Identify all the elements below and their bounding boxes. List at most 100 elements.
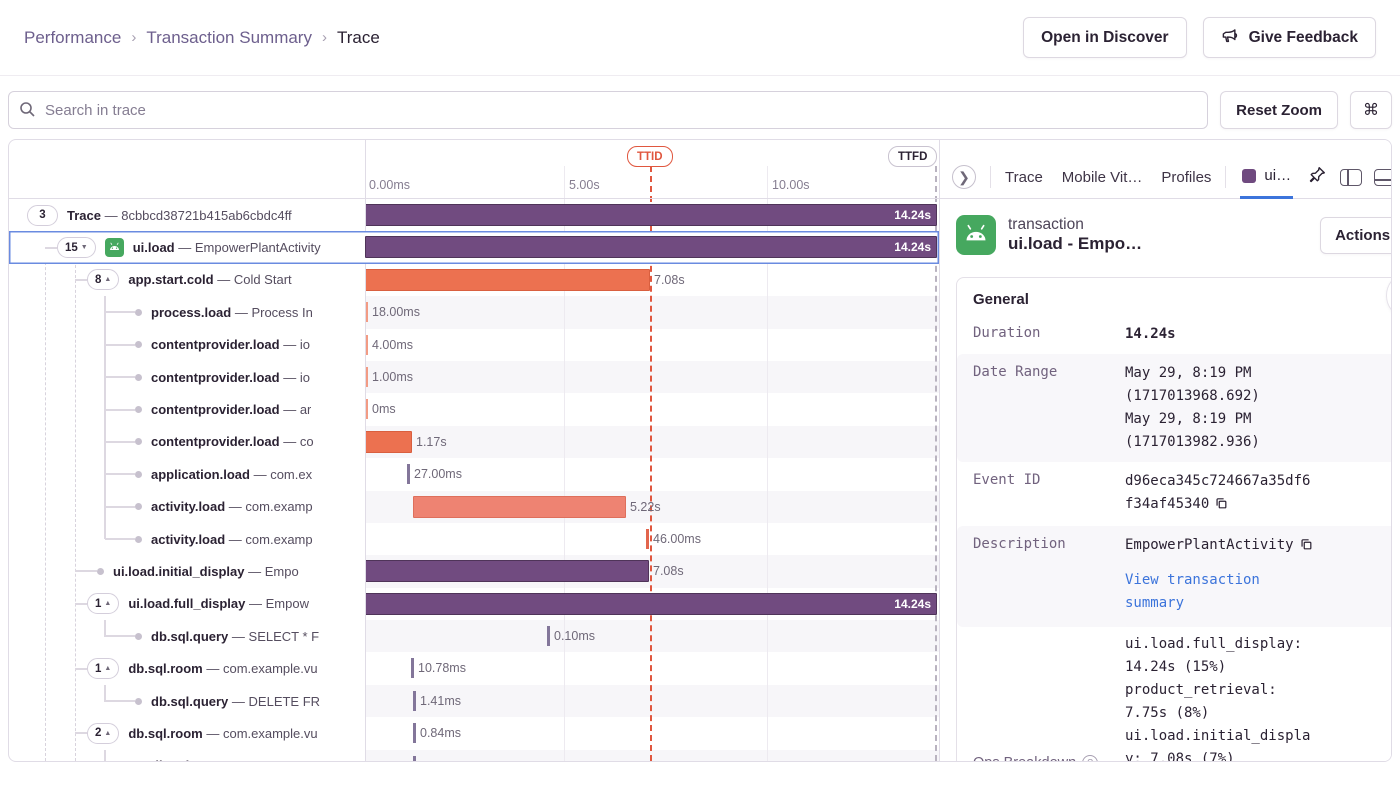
megaphone-icon bbox=[1221, 26, 1240, 50]
actions-button[interactable]: Actions bbox=[1320, 216, 1391, 254]
span-description: io bbox=[299, 337, 310, 353]
layout-left-icon[interactable] bbox=[1340, 168, 1363, 186]
span-tree-cell: contentprovider.load — io bbox=[9, 329, 365, 361]
span-bar[interactable] bbox=[365, 268, 650, 291]
tab-mobilevit[interactable]: Mobile Vit… bbox=[1061, 168, 1143, 186]
span-row[interactable]: 1 ▲ db.sql.room — com.example.vu 10.78ms bbox=[9, 652, 939, 684]
span-description: com.example.vu bbox=[222, 661, 318, 677]
span-bar[interactable] bbox=[365, 592, 937, 615]
span-row[interactable]: ui.load.initial_display — Empo 7.08s bbox=[9, 555, 939, 588]
span-separator: — bbox=[279, 402, 300, 418]
span-row[interactable]: 1 ▲ ui.load.full_display — Empow 14.24s bbox=[9, 588, 939, 620]
span-bar[interactable] bbox=[365, 560, 649, 583]
span-op: app.start.cold bbox=[128, 272, 214, 288]
search-input[interactable] bbox=[8, 91, 1209, 129]
span-bar[interactable] bbox=[365, 430, 412, 453]
span-separator: — bbox=[279, 337, 300, 353]
span-separator: — bbox=[225, 531, 246, 547]
span-label: application.load — com.ex bbox=[151, 467, 312, 482]
span-tick[interactable] bbox=[413, 723, 416, 744]
span-tick[interactable] bbox=[407, 464, 410, 485]
span-duration-label: 1.41ms bbox=[420, 693, 461, 708]
span-row[interactable]: activity.load — com.examp 5.22s bbox=[9, 490, 939, 523]
span-tick[interactable] bbox=[365, 334, 368, 355]
span-tick[interactable] bbox=[411, 658, 414, 679]
ttfd-marker-line bbox=[935, 166, 937, 761]
span-bar[interactable] bbox=[365, 204, 937, 226]
give-feedback-button[interactable]: Give Feedback bbox=[1202, 17, 1376, 58]
span-label: contentprovider.load — io bbox=[151, 370, 310, 385]
span-row[interactable]: 15 ▼ ui.load — EmpowerPlantActivity 14.24s bbox=[9, 231, 939, 264]
tab-profiles[interactable]: Profiles bbox=[1161, 168, 1212, 186]
field-value-line: 14.24s bbox=[1125, 326, 1176, 342]
span-separator: — bbox=[228, 693, 249, 709]
shortcuts-button[interactable]: ⌘ bbox=[1350, 91, 1392, 129]
span-count-pill[interactable]: 1 ▲ bbox=[87, 658, 120, 680]
tree-connector bbox=[45, 246, 57, 249]
span-tick[interactable] bbox=[413, 755, 416, 761]
span-row[interactable]: db.sql.query — DELETE FR 1.41ms bbox=[9, 684, 939, 718]
field-value-line: EmpowerPlantActivity bbox=[1125, 534, 1391, 559]
axis-tick-label: 10.00s bbox=[772, 178, 810, 192]
ttid-marker-line bbox=[650, 166, 652, 761]
span-tree-cell: ui.load.initial_display — Empo bbox=[9, 555, 365, 587]
reset-zoom-button[interactable]: Reset Zoom bbox=[1220, 91, 1338, 129]
search-box bbox=[8, 91, 1209, 129]
span-row[interactable]: 2 ▲ db.sql.room — com.example.vu 0.84ms bbox=[9, 717, 939, 749]
span-duration-label: 1.17s bbox=[416, 434, 447, 449]
tree-node-dot bbox=[135, 438, 142, 446]
span-tick[interactable] bbox=[646, 528, 649, 549]
span-row[interactable]: 8 ▲ app.start.cold — Cold Start 7.08s bbox=[9, 264, 939, 296]
android-icon bbox=[956, 215, 996, 255]
span-count-pill[interactable]: 15 ▼ bbox=[57, 237, 96, 259]
span-row[interactable]: 3 Trace — 8cbbcd38721b415ab6cbdc4ff 14.24s bbox=[9, 199, 939, 231]
span-row[interactable]: db.sql.query — INSERT OR 0.70 bbox=[9, 749, 939, 761]
trace-drawer: ❯ Trace Mobile Vit… Profiles ui… tran bbox=[939, 140, 1391, 761]
span-count-pill[interactable]: 2 ▲ bbox=[87, 722, 120, 744]
span-tick[interactable] bbox=[413, 690, 416, 711]
span-duration-label: 14.24s bbox=[894, 596, 931, 611]
span-bar[interactable] bbox=[413, 495, 626, 518]
span-op: ui.load.initial_display bbox=[113, 563, 245, 579]
span-row[interactable]: contentprovider.load — io 1.00ms bbox=[9, 360, 939, 394]
breadcrumb-item-performance[interactable]: Performance bbox=[24, 27, 122, 47]
tab-trace[interactable]: Trace bbox=[1005, 168, 1043, 186]
span-row[interactable]: process.load — Process In 18.00ms bbox=[9, 296, 939, 329]
span-tick[interactable] bbox=[365, 366, 368, 387]
pin-tab-icon[interactable] bbox=[1309, 166, 1326, 188]
help-icon[interactable]: ? bbox=[1082, 755, 1099, 761]
span-count-pill[interactable]: 1 ▲ bbox=[87, 593, 120, 615]
breadcrumb-item-transaction-summary[interactable]: Transaction Summary bbox=[146, 27, 312, 47]
span-tick[interactable] bbox=[365, 302, 368, 323]
span-count-pill[interactable]: 8 ▲ bbox=[87, 269, 120, 291]
span-tick[interactable] bbox=[365, 399, 368, 420]
panel-divider[interactable] bbox=[365, 140, 366, 761]
span-row[interactable]: contentprovider.load — co 1.17s bbox=[9, 425, 939, 459]
view-transaction-summary-link[interactable]: View transaction summary bbox=[1125, 569, 1391, 615]
span-tree-cell: process.load — Process In bbox=[9, 296, 365, 328]
tree-connector bbox=[105, 343, 135, 346]
span-tree-cell: db.sql.query — INSERT OR bbox=[9, 750, 365, 761]
span-count-pill[interactable]: 3 bbox=[27, 204, 58, 226]
span-bar[interactable] bbox=[365, 236, 937, 259]
drawer-collapse-button[interactable]: ❯ bbox=[952, 165, 976, 189]
span-row[interactable]: activity.load — com.examp 46.00ms bbox=[9, 523, 939, 555]
span-tree-cell: 1 ▲ ui.load.full_display — Empow bbox=[9, 588, 365, 620]
open-in-discover-button[interactable]: Open in Discover bbox=[1023, 17, 1187, 58]
span-row[interactable]: contentprovider.load — io 4.00ms bbox=[9, 329, 939, 361]
tree-connector bbox=[105, 635, 135, 638]
span-duration-label: 4.00ms bbox=[372, 337, 413, 352]
copy-icon[interactable] bbox=[1299, 536, 1313, 559]
span-row[interactable]: application.load — com.ex 27.00ms bbox=[9, 458, 939, 490]
span-row[interactable]: contentprovider.load — ar 0ms bbox=[9, 393, 939, 425]
copy-icon[interactable] bbox=[1214, 495, 1228, 518]
layout-bottom-icon[interactable] bbox=[1374, 168, 1391, 186]
span-row[interactable]: db.sql.query — SELECT * F 0.10ms bbox=[9, 620, 939, 653]
ops-breakdown-line: product_retrieval: bbox=[1125, 682, 1277, 698]
span-label: app.start.cold — Cold Start bbox=[128, 272, 291, 287]
span-op: db.sql.query bbox=[151, 758, 228, 761]
span-tick[interactable] bbox=[547, 626, 550, 647]
tab-span-detail[interactable]: ui… bbox=[1240, 156, 1294, 199]
span-separator: — bbox=[213, 272, 234, 288]
span-separator: — bbox=[100, 207, 122, 223]
